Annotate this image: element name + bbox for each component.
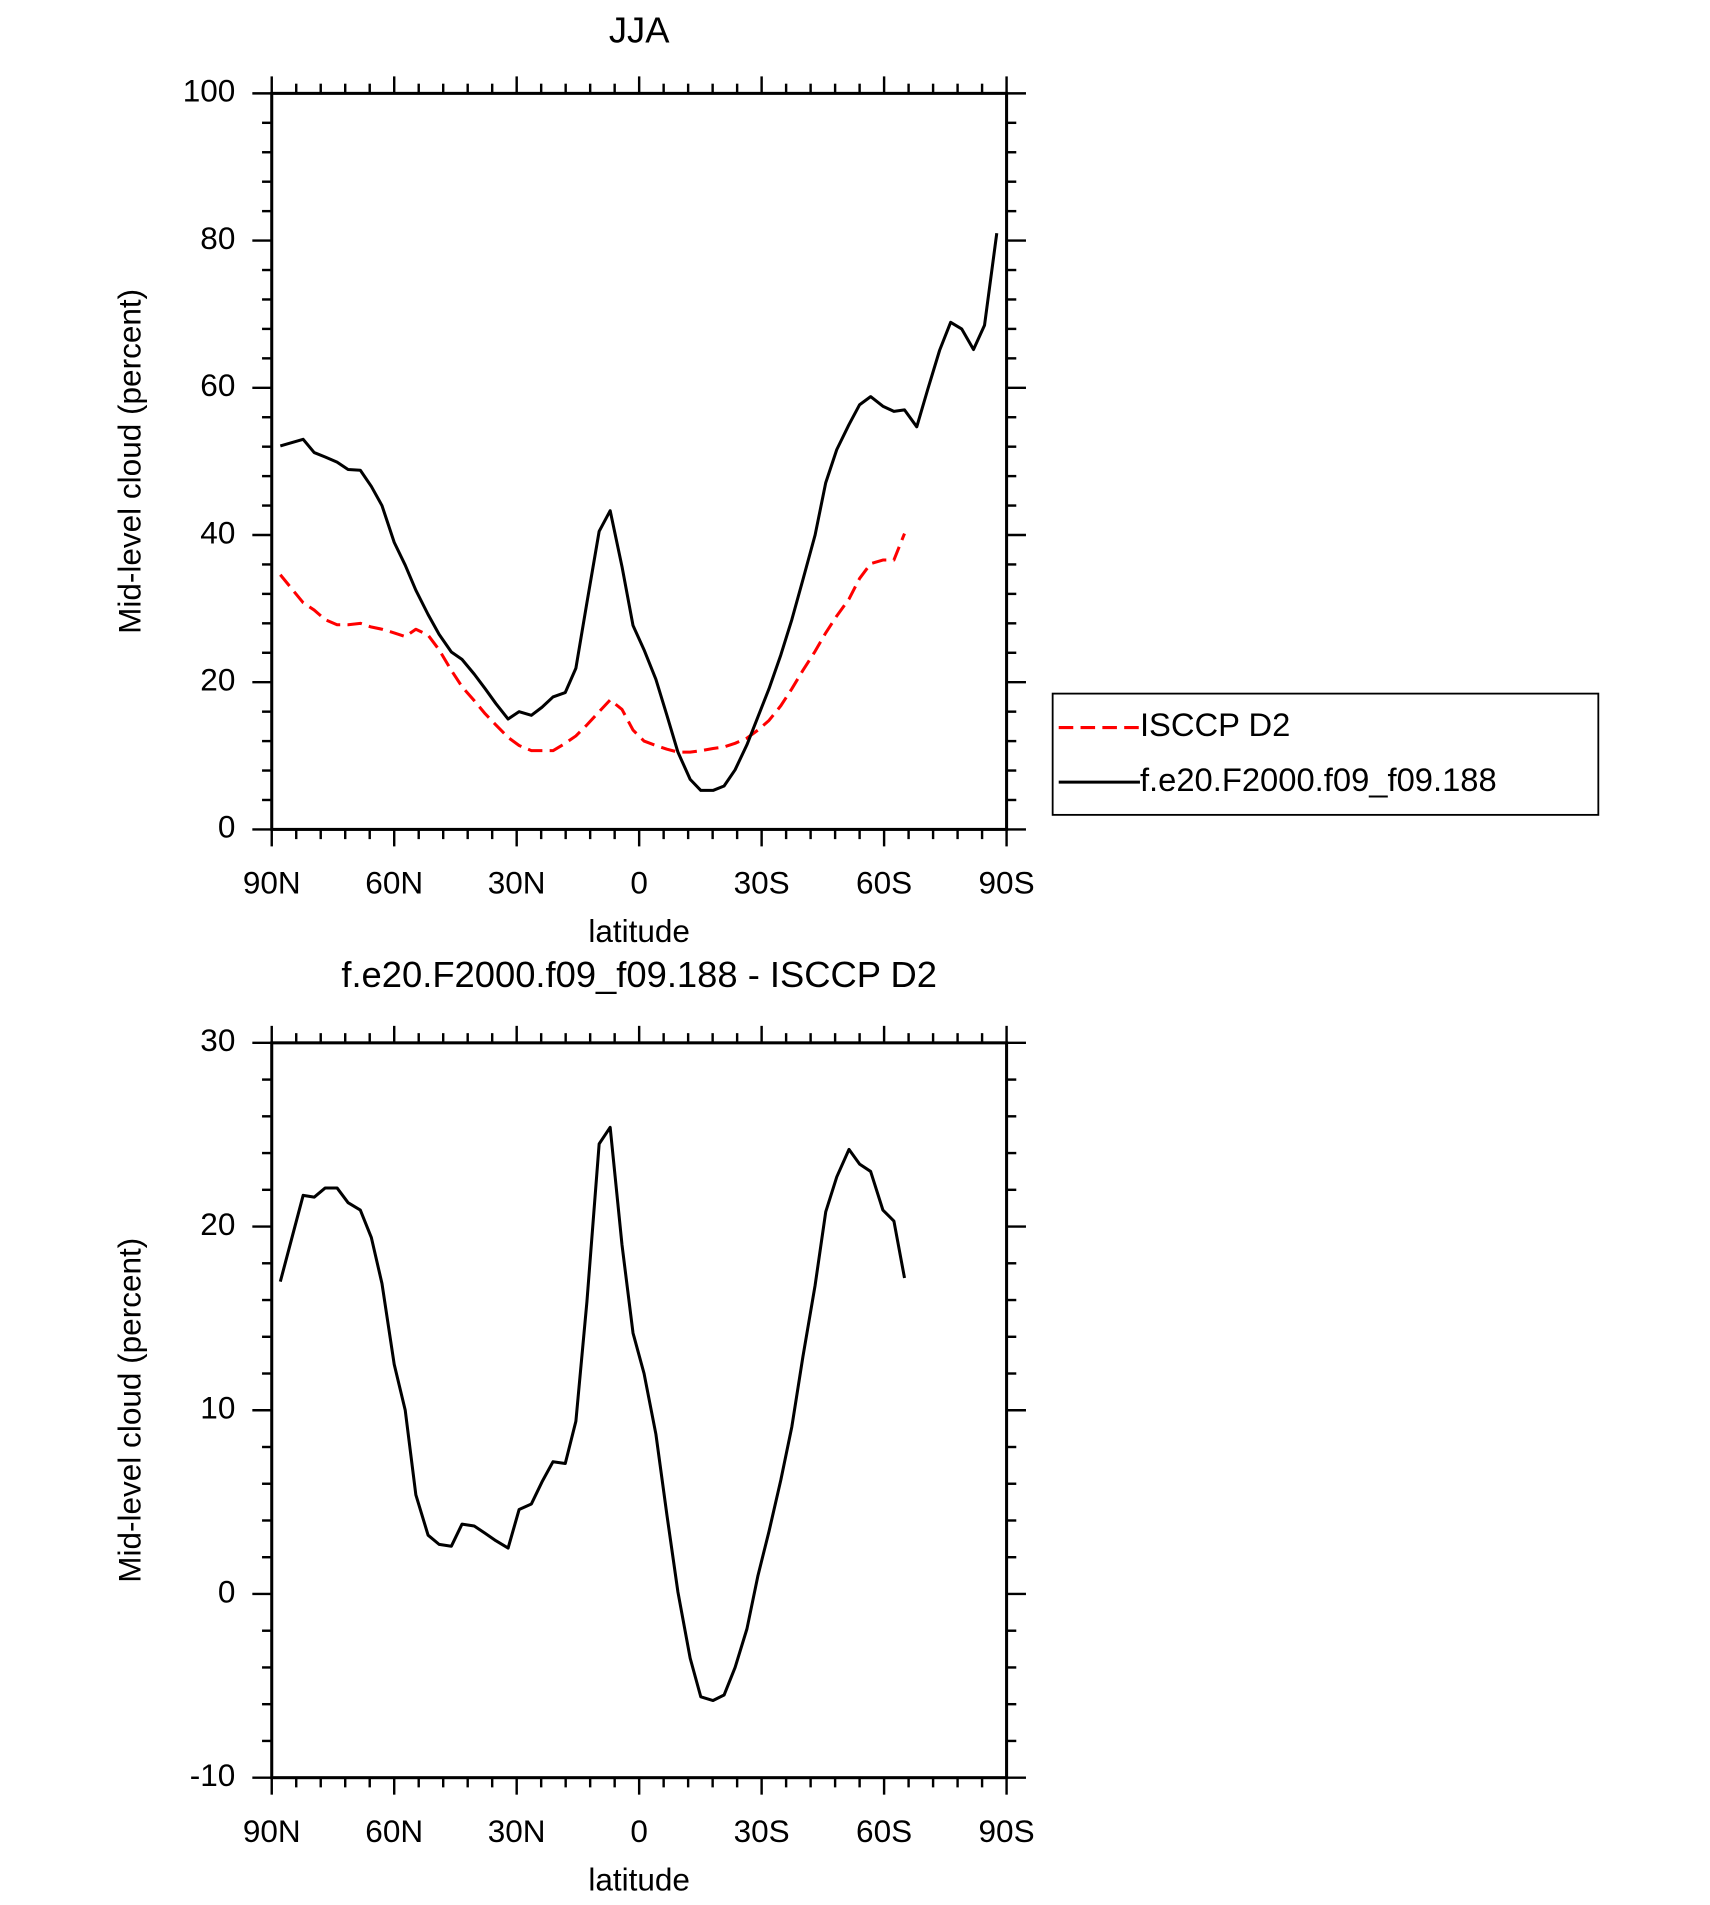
x-tick-label: 30S — [734, 865, 790, 901]
chart-title: JJA — [609, 9, 670, 50]
y-tick-label: 40 — [200, 514, 235, 550]
x-tick-label: 60S — [856, 865, 912, 901]
x-tick-label: 90S — [979, 865, 1035, 901]
x-tick-label: 60N — [365, 865, 423, 901]
y-tick-label: 80 — [200, 220, 235, 256]
y-tick-label: 20 — [200, 1206, 235, 1242]
legend-label: f.e20.F2000.f09_f09.188 — [1140, 761, 1497, 798]
data-line — [279, 532, 906, 754]
legend-box — [1051, 692, 1600, 816]
x-tick-label: 90N — [243, 865, 301, 901]
plot-frame — [270, 91, 1009, 831]
y-axis-label: Mid-level cloud (percent) — [112, 1238, 148, 1583]
x-tick-label: 60N — [365, 1813, 423, 1849]
x-tick-label: 30N — [488, 1813, 546, 1849]
x-axis-label: latitude — [588, 913, 690, 949]
legend-label: ISCCP D2 — [1140, 706, 1290, 743]
plot-frame — [270, 1041, 1009, 1780]
x-axis-label: latitude — [588, 1861, 690, 1897]
chart-title: f.e20.F2000.f09_f09.188 - ISCCP D2 — [341, 954, 937, 995]
x-tick-label: 0 — [630, 865, 648, 901]
y-tick-label: 100 — [183, 73, 236, 109]
y-tick-label: 60 — [200, 367, 235, 403]
y-tick-label: 0 — [218, 809, 236, 845]
y-tick-label: 10 — [200, 1390, 235, 1426]
data-line — [279, 233, 999, 792]
x-tick-label: 30S — [734, 1813, 790, 1849]
y-tick-label: 30 — [200, 1022, 235, 1058]
data-line — [278, 1125, 907, 1703]
x-tick-label: 0 — [630, 1813, 648, 1849]
y-tick-label: 0 — [218, 1573, 236, 1609]
y-axis-label: Mid-level cloud (percent) — [112, 289, 148, 634]
x-tick-label: 30N — [488, 865, 546, 901]
x-tick-label: 90N — [243, 1813, 301, 1849]
x-tick-label: 60S — [856, 1813, 912, 1849]
y-tick-label: -10 — [190, 1757, 236, 1793]
y-tick-label: 20 — [200, 662, 235, 698]
x-tick-label: 90S — [979, 1813, 1035, 1849]
